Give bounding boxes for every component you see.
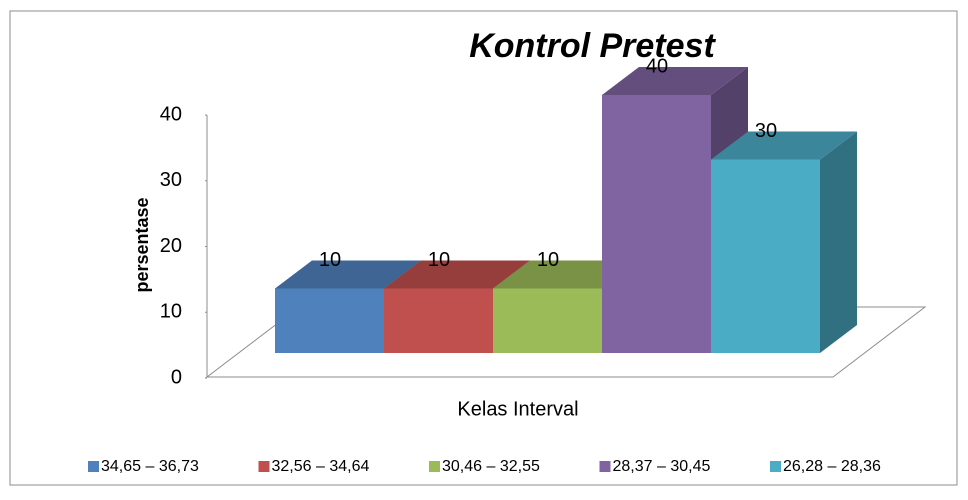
x-axis-label: Kelas Interval — [457, 398, 578, 420]
legend-swatch — [88, 461, 99, 472]
data-label: 40 — [646, 55, 668, 77]
y-tick-label: 0 — [171, 366, 182, 388]
legend-swatch — [258, 461, 270, 472]
y-tick-label: 10 — [160, 301, 182, 323]
bar — [493, 288, 602, 353]
data-label: 10 — [319, 249, 341, 271]
bar-top — [711, 131, 857, 160]
data-label: 30 — [755, 120, 777, 142]
legend-swatch — [599, 461, 611, 472]
bar-top — [384, 260, 530, 289]
legend-label: 30,46 – 32,55 — [442, 458, 540, 475]
bar — [275, 288, 384, 353]
legend-label: 32,56 – 34,64 — [272, 458, 370, 475]
y-tick-label: 30 — [160, 169, 182, 191]
bar — [384, 288, 493, 353]
bar — [602, 95, 711, 353]
legend-swatch — [429, 461, 440, 472]
legend-swatch — [770, 461, 781, 472]
data-label: 10 — [537, 249, 559, 271]
bar — [711, 159, 820, 353]
floor — [205, 306, 927, 378]
data-label: 10 — [428, 249, 450, 271]
legend-label: 34,65 – 36,73 — [101, 458, 199, 475]
bar-top — [602, 67, 748, 95]
y-tick-label: 40 — [160, 103, 182, 125]
chart-title: Kontrol Pretest — [469, 27, 716, 65]
y-tick-label: 20 — [160, 235, 182, 257]
y-axis-label: persentase — [132, 197, 152, 292]
bar-top — [275, 260, 421, 289]
legend-label: 28,37 – 30,45 — [613, 458, 711, 475]
legend-label: 26,28 – 28,36 — [783, 458, 881, 475]
bar-side — [820, 131, 857, 353]
